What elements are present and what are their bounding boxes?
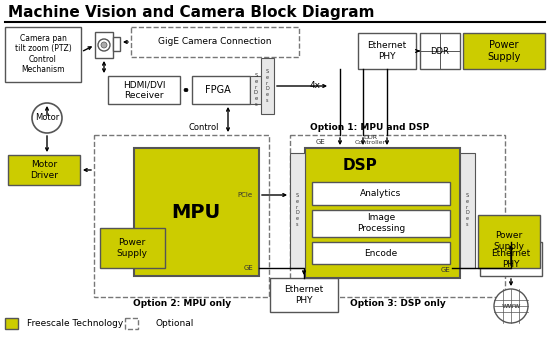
Text: DDR: DDR [431, 47, 449, 56]
Bar [113, 37, 120, 51]
Bar [478, 215, 540, 268]
Text: DSP: DSP [343, 157, 377, 173]
Text: S
e
r
D
e
s: S e r D e s [465, 193, 469, 227]
Bar [94, 135, 269, 297]
Text: DDR
Controller: DDR Controller [354, 134, 386, 145]
Text: GigE Camera Connection: GigE Camera Connection [158, 37, 272, 47]
Text: MPU: MPU [172, 203, 221, 221]
Bar [5, 27, 81, 82]
Text: Machine Vision and Camera Block Diagram: Machine Vision and Camera Block Diagram [8, 4, 375, 20]
Text: Analytics: Analytics [360, 188, 402, 197]
Bar [8, 155, 80, 185]
Bar [290, 153, 305, 268]
Bar [5, 318, 18, 329]
Text: S
e
r
D
e
s: S e r D e s [254, 73, 258, 107]
Circle shape [494, 289, 528, 323]
Text: Ethernet
PHY: Ethernet PHY [367, 41, 406, 61]
Text: Optional: Optional [156, 318, 194, 328]
Circle shape [98, 39, 110, 51]
Bar [108, 76, 180, 104]
Circle shape [101, 42, 107, 48]
Circle shape [32, 103, 62, 133]
Bar [305, 148, 460, 278]
Bar [312, 182, 450, 205]
Text: Ethernet
PHY: Ethernet PHY [284, 285, 323, 305]
Text: Power
Supply: Power Supply [487, 40, 521, 62]
Text: S
e
r
D
e
s: S e r D e s [295, 193, 299, 227]
Text: GE: GE [243, 265, 253, 271]
Text: Power
Supply: Power Supply [117, 238, 147, 258]
Bar [312, 242, 450, 264]
Text: Freescale Technology: Freescale Technology [27, 318, 123, 328]
Text: FPGA: FPGA [205, 85, 231, 95]
Text: Camera pan
tilt zoom (PTZ)
Control
Mechanism: Camera pan tilt zoom (PTZ) Control Mecha… [15, 34, 72, 74]
Text: S
e
r
D
e
s: S e r D e s [265, 69, 269, 103]
Bar [290, 135, 505, 297]
Text: Ethernet
PHY: Ethernet PHY [491, 249, 531, 269]
Bar [420, 33, 460, 69]
Bar [463, 33, 545, 69]
Text: Encode: Encode [364, 248, 398, 257]
Text: Control: Control [189, 123, 219, 131]
Text: GE: GE [440, 267, 450, 273]
Text: Motor: Motor [35, 114, 59, 123]
Bar [134, 148, 259, 276]
Text: Option 2: MPU only: Option 2: MPU only [133, 300, 231, 308]
Bar [480, 242, 542, 276]
Text: Option 1: MPU and DSP: Option 1: MPU and DSP [310, 123, 429, 131]
Bar [270, 278, 338, 312]
Bar [358, 33, 416, 69]
Bar [131, 27, 299, 57]
Text: Motor
Driver: Motor Driver [30, 160, 58, 180]
Bar [261, 58, 274, 114]
Text: PCIe: PCIe [238, 192, 253, 198]
Text: www: www [501, 303, 521, 309]
Bar [95, 32, 113, 58]
Bar [460, 153, 475, 268]
Text: Image
Processing: Image Processing [357, 213, 405, 233]
Text: Power
Supply: Power Supply [493, 231, 525, 251]
Text: 4x: 4x [310, 82, 321, 91]
Bar [100, 228, 165, 268]
Bar [312, 210, 450, 237]
Bar [192, 76, 250, 104]
Text: GE: GE [315, 139, 325, 145]
Text: HDMI/DVI
Receiver: HDMI/DVI Receiver [123, 80, 165, 100]
Bar [250, 76, 263, 104]
Text: Option 3: DSP only: Option 3: DSP only [350, 300, 446, 308]
Bar [125, 318, 138, 329]
